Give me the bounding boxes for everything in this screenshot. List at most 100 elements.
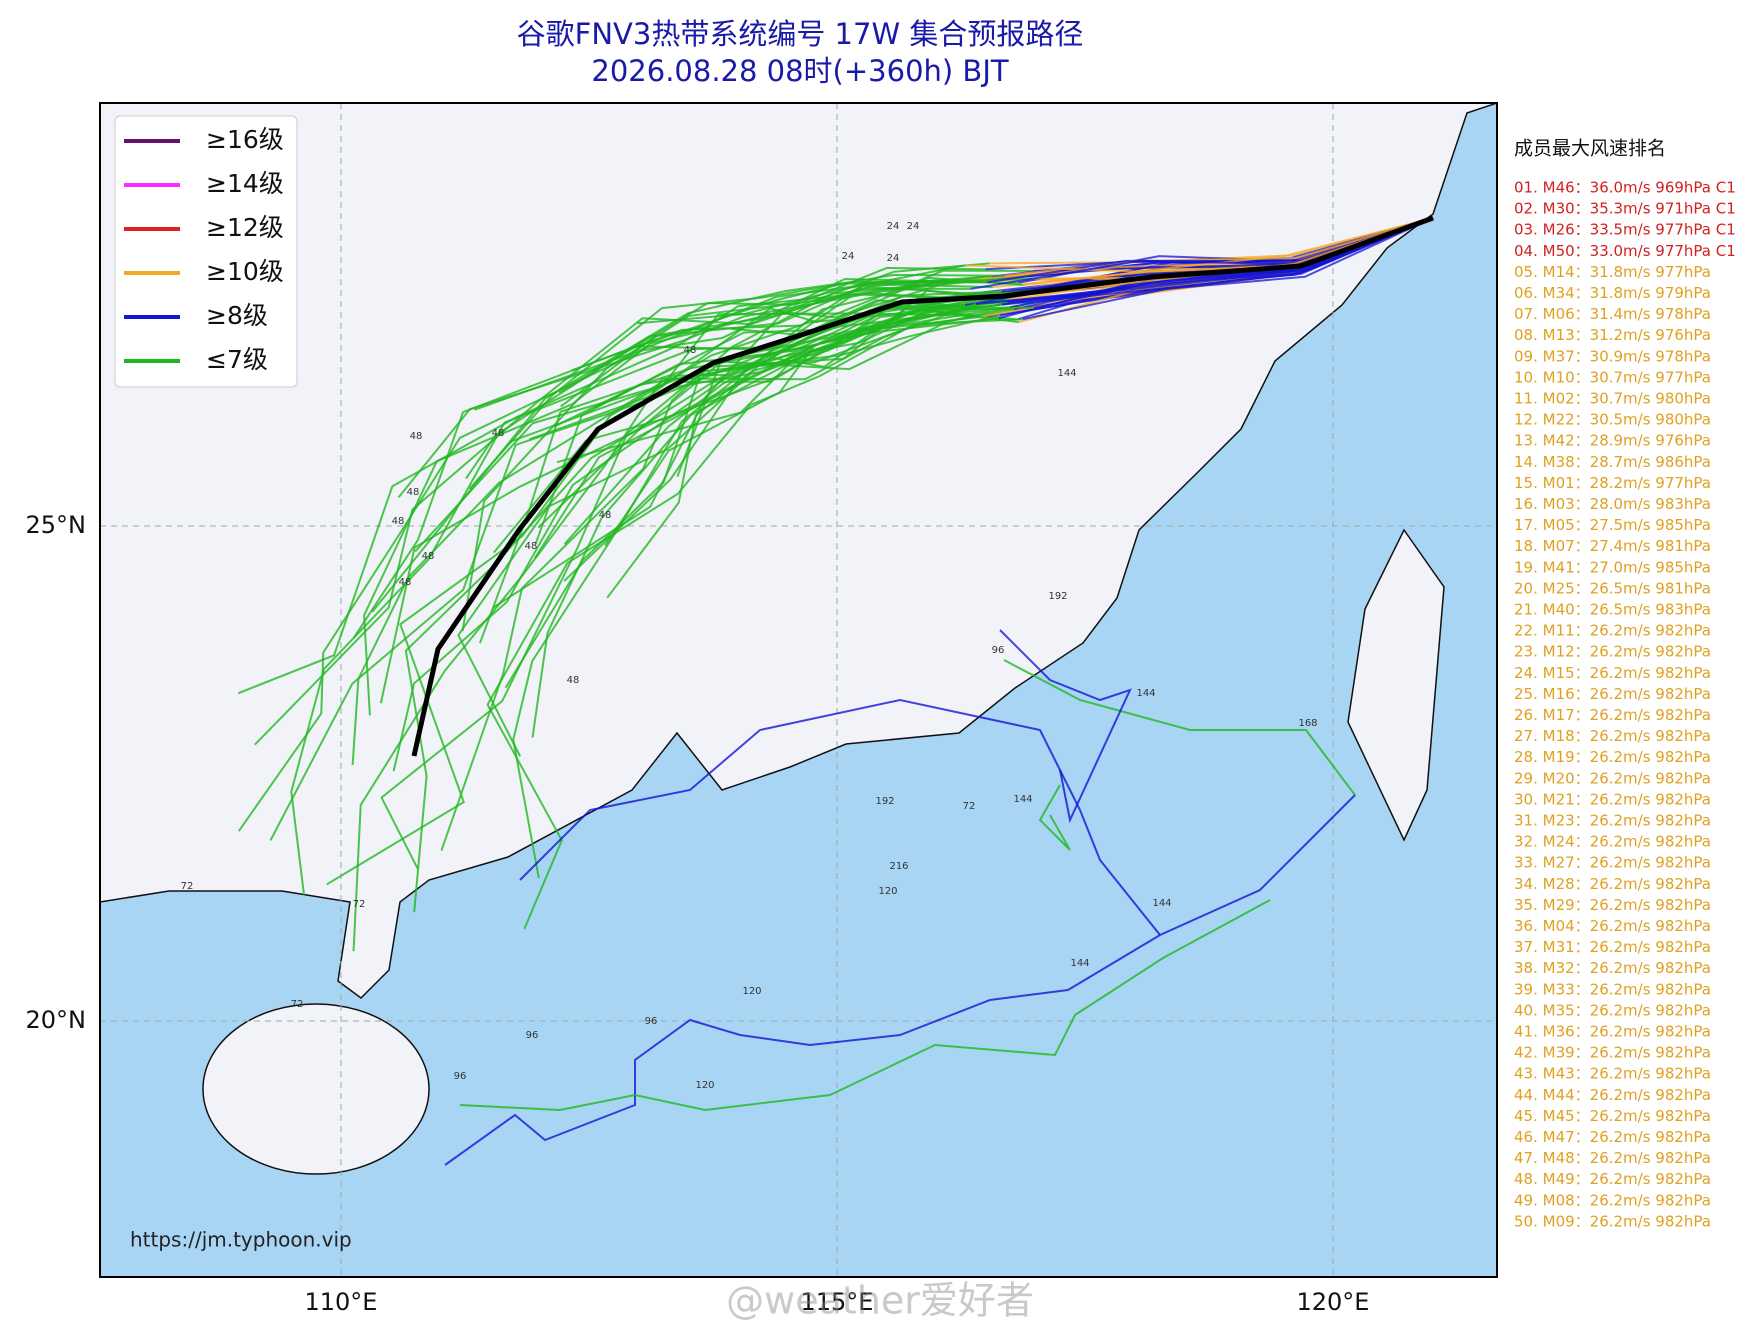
ranking-item: 24. M15：26.2m/s 982hPa xyxy=(1514,664,1711,682)
legend-items: ≥16级 ≥14级 ≥12级 ≥10级 ≥8级 ≤7级 xyxy=(124,125,284,374)
ranking-item: 48. M49：26.2m/s 982hPa xyxy=(1514,1170,1711,1188)
hour-label: 192 xyxy=(1048,591,1067,602)
hour-label: 48 xyxy=(492,428,505,439)
track xyxy=(237,275,985,695)
ranking-item: 12. M22：30.5m/s 980hPa xyxy=(1514,411,1711,429)
ranking-item: 50. M09：26.2m/s 982hPa xyxy=(1514,1212,1711,1230)
hour-label: 48 xyxy=(392,516,405,527)
lon-label: 115°E xyxy=(801,1288,874,1316)
ranking-item: 15. M01：28.2m/s 977hPa xyxy=(1514,474,1711,492)
ranking-item: 38. M32：26.2m/s 982hPa xyxy=(1514,959,1711,977)
track xyxy=(676,301,1034,477)
hour-label: 96 xyxy=(454,1071,467,1082)
ranking-item: 30. M21：26.2m/s 982hPa xyxy=(1514,790,1711,808)
track xyxy=(457,305,1034,757)
ranking-item: 37. M31：26.2m/s 982hPa xyxy=(1514,938,1711,956)
track xyxy=(558,266,986,394)
ranking-item: 04. M50：33.0m/s 977hPa C1 xyxy=(1514,242,1736,260)
track xyxy=(352,302,977,952)
hour-label: 48 xyxy=(599,510,612,521)
legend-label: ≥12级 xyxy=(206,213,284,242)
watermark: @weather爱好者 xyxy=(726,1279,1034,1323)
mean-track xyxy=(411,215,1434,757)
hour-label: 120 xyxy=(742,986,761,997)
ranking-item: 08. M13：31.2m/s 976hPa xyxy=(1514,326,1711,344)
ranking-item: 44. M44：26.2m/s 982hPa xyxy=(1514,1086,1711,1104)
ranking-list: 01. M46：36.0m/s 969hPa C1 02. M30：35.3m/s… xyxy=(1514,179,1736,1231)
ranking-item: 42. M39：26.2m/s 982hPa xyxy=(1514,1044,1711,1062)
lat-label: 20°N xyxy=(26,1006,87,1034)
hour-label: 144 xyxy=(1152,898,1171,909)
track xyxy=(759,306,1011,358)
hour-label: 72 xyxy=(353,899,366,910)
title: 谷歌FNV3热带系统编号 17W 集合预报路径 xyxy=(517,17,1084,51)
ranking-item: 39. M33：26.2m/s 982hPa xyxy=(1514,980,1711,998)
track-south xyxy=(1003,659,1356,796)
ranking-title: 成员最大风速排名 xyxy=(1514,138,1666,160)
graticule xyxy=(100,103,1497,1277)
axis-labels: 25°N 20°N 110°E 115°E 120°E xyxy=(26,511,1370,1316)
subtitle: 2026.08.28 08时(+360h) BJT xyxy=(591,54,1008,88)
ranking-item: 26. M17：26.2m/s 982hPa xyxy=(1514,706,1711,724)
track-south xyxy=(1038,784,1071,851)
hainan xyxy=(202,1003,430,1175)
ranking-item: 25. M16：26.2m/s 982hPa xyxy=(1514,685,1711,703)
ranking-item: 20. M25：26.5m/s 981hPa xyxy=(1514,579,1711,597)
lat-label: 25°N xyxy=(26,511,87,539)
lon-label: 110°E xyxy=(305,1288,378,1316)
track-south xyxy=(459,899,1271,1112)
track xyxy=(629,282,993,350)
ranking-item: 03. M26：33.5m/s 977hPa C1 xyxy=(1514,221,1736,239)
ranking-item: 13. M42：28.9m/s 976hPa xyxy=(1514,432,1711,450)
hour-label: 168 xyxy=(1298,718,1317,729)
hour-label: 96 xyxy=(645,1016,658,1027)
ranking-item: 18. M07：27.4m/s 981hPa xyxy=(1514,537,1711,555)
hour-label: 72 xyxy=(963,801,976,812)
ranking-item: 10. M10：30.7m/s 977hPa xyxy=(1514,368,1711,386)
legend-label: ≥16级 xyxy=(206,125,284,154)
track-east xyxy=(1022,217,1434,321)
ranking-item: 27. M18：26.2m/s 982hPa xyxy=(1514,727,1711,745)
ranking-item: 46. M47：26.2m/s 982hPa xyxy=(1514,1128,1711,1146)
ranking-item: 09. M37：30.9m/s 978hPa xyxy=(1514,347,1711,365)
ranking-item: 40. M35：26.2m/s 982hPa xyxy=(1514,1001,1711,1019)
track-south xyxy=(519,698,1161,936)
ranking-item: 31. M23：26.2m/s 982hPa xyxy=(1514,812,1711,830)
ranking-item: 22. M11：26.2m/s 982hPa xyxy=(1514,622,1711,640)
ranking-item: 32. M24：26.2m/s 982hPa xyxy=(1514,833,1711,851)
ranking-item: 43. M43：26.2m/s 982hPa xyxy=(1514,1065,1711,1083)
ranking-item: 19. M41：27.0m/s 985hPa xyxy=(1514,558,1711,576)
ranking-item: 41. M36：26.2m/s 982hPa xyxy=(1514,1023,1711,1041)
track-east xyxy=(965,217,1434,273)
track xyxy=(254,287,971,746)
ranking-item: 36. M04：26.2m/s 982hPa xyxy=(1514,917,1711,935)
hour-label: 192 xyxy=(875,796,894,807)
ranking-item: 05. M14：31.8m/s 977hPa xyxy=(1514,263,1711,281)
legend-label: ≥10级 xyxy=(206,257,284,286)
map-frame xyxy=(99,102,1498,1278)
lon-label: 120°E xyxy=(1297,1288,1370,1316)
hour-label: 144 xyxy=(1070,958,1089,969)
hour-label: 72 xyxy=(291,999,304,1010)
ranking-item: 34. M28：26.2m/s 982hPa xyxy=(1514,875,1711,893)
hour-label: 48 xyxy=(399,577,412,588)
ranking-item: 35. M29：26.2m/s 982hPa xyxy=(1514,896,1711,914)
hour-label: 48 xyxy=(567,675,580,686)
ranking-item: 06. M34：31.8m/s 979hPa xyxy=(1514,284,1711,302)
ranking-item: 02. M30：35.3m/s 971hPa C1 xyxy=(1514,200,1736,218)
ranking-item: 01. M46：36.0m/s 969hPa C1 xyxy=(1514,179,1736,197)
hour-label: 24 xyxy=(887,253,900,264)
ranking-item: 45. M45：26.2m/s 982hPa xyxy=(1514,1107,1711,1125)
ranking-item: 14. M38：28.7m/s 986hPa xyxy=(1514,453,1711,471)
legend-label: ≥14级 xyxy=(206,169,284,198)
map: 24 24 24 24 48 48 48 48 48 48 48 48 48 48 72 72 72 72 96 96… xyxy=(100,103,1497,1277)
hour-label: 144 xyxy=(1136,688,1155,699)
ranking-item: 47. M48：26.2m/s 982hPa xyxy=(1514,1149,1711,1167)
track-south xyxy=(999,629,1132,824)
track-south xyxy=(444,794,1356,1166)
hour-label: 144 xyxy=(1057,368,1076,379)
ranking-item: 11. M02：30.7m/s 980hPa xyxy=(1514,390,1711,408)
hour-label: 48 xyxy=(684,345,697,356)
ranking-item: 21. M40：26.5m/s 983hPa xyxy=(1514,601,1711,619)
